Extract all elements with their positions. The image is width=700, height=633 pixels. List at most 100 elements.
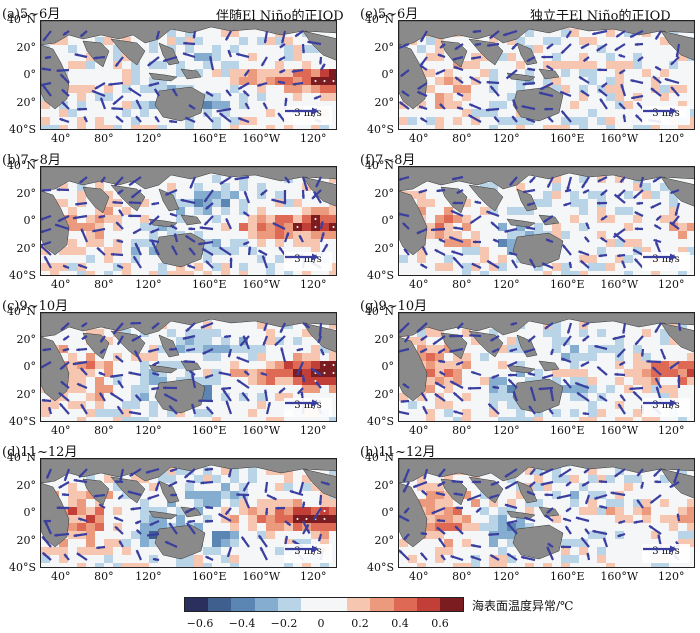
sst-cell	[140, 61, 149, 69]
sst-cell	[624, 409, 633, 417]
sst-cell	[122, 61, 131, 69]
sst-cell	[212, 191, 221, 199]
wind-vector	[547, 116, 554, 123]
wind-vector	[423, 468, 429, 480]
wind-vector	[541, 262, 554, 270]
sst-cell	[534, 491, 543, 499]
sst-cell	[606, 37, 615, 45]
sst-cell	[498, 77, 507, 85]
sst-cell	[68, 215, 77, 223]
sst-cell	[113, 523, 122, 531]
sst-cell	[86, 539, 95, 547]
wind-vector	[111, 106, 124, 111]
sst-cell	[678, 467, 687, 475]
sst-cell	[212, 109, 221, 117]
sst-cell	[435, 93, 444, 101]
wind-vector	[402, 382, 410, 389]
wind-vector	[633, 519, 644, 524]
sst-cell	[597, 523, 606, 531]
wind-vector	[649, 494, 662, 504]
sst-cell	[597, 69, 606, 77]
land-mass	[399, 459, 694, 484]
sst-cell	[68, 329, 77, 337]
sst-cell	[408, 401, 417, 409]
sst-cell	[669, 125, 678, 129]
sst-cell	[669, 247, 678, 255]
sst-cell	[579, 53, 588, 61]
sst-cell	[77, 215, 86, 223]
wind-vector	[99, 335, 106, 343]
sst-cell	[77, 37, 86, 45]
wind-vector	[204, 373, 214, 379]
sst-cell	[498, 547, 507, 555]
wind-vector	[493, 116, 500, 123]
sst-cell	[113, 539, 122, 547]
sst-cell	[275, 207, 284, 215]
sst-cell	[597, 207, 606, 215]
sst-cell	[660, 361, 669, 369]
sst-cell	[248, 101, 257, 109]
sst-cell	[597, 125, 606, 129]
sst-cell	[185, 353, 194, 361]
sst-cell	[633, 61, 642, 69]
sst-cell	[140, 125, 149, 129]
sst-cell	[651, 507, 660, 515]
sst-cell	[311, 467, 320, 475]
wind-vector	[508, 251, 518, 257]
sst-cell	[257, 255, 266, 263]
sst-cell	[615, 345, 624, 353]
wind-vector	[294, 30, 304, 38]
sst-cell	[113, 45, 122, 53]
sst-cell	[426, 69, 435, 77]
sst-cell	[86, 353, 95, 361]
sst-cell	[266, 53, 275, 61]
sst-cell	[50, 547, 59, 555]
sst-cell	[275, 69, 284, 77]
wind-vector	[319, 221, 324, 230]
wind-vector	[544, 107, 554, 111]
sst-cell	[471, 191, 480, 199]
wind-vector	[602, 537, 609, 548]
sst-cell	[471, 45, 480, 53]
wind-vector	[150, 227, 160, 234]
x-tick-label: 120°	[493, 424, 520, 437]
wind-vector	[242, 240, 250, 246]
sst-cell	[158, 271, 167, 275]
sst-cell	[302, 191, 311, 199]
sst-cell	[158, 231, 167, 239]
sst-cell	[158, 37, 167, 45]
sst-cell	[311, 385, 320, 393]
sst-cell	[678, 507, 687, 515]
sst-cell	[507, 183, 516, 191]
sst-cell	[158, 263, 167, 271]
sst-cell	[507, 125, 516, 129]
sst-cell	[248, 321, 257, 329]
y-tick-label: 20°	[16, 186, 37, 200]
sst-cell	[534, 215, 543, 223]
wind-vector	[109, 392, 124, 402]
sst-cell	[552, 85, 561, 93]
wind-vector	[116, 405, 124, 415]
sst-cell	[59, 329, 68, 337]
sst-cell	[185, 207, 194, 215]
sst-cell	[203, 369, 212, 377]
wind-vector	[439, 103, 446, 110]
sst-cell	[95, 207, 104, 215]
sst-cell	[408, 117, 417, 125]
sst-cell	[176, 207, 185, 215]
sst-cell	[633, 239, 642, 247]
wind-vector	[54, 223, 70, 231]
sst-cell	[248, 467, 257, 475]
sst-cell	[570, 77, 579, 85]
y-tick-label: 20°	[374, 95, 395, 109]
sst-cell	[293, 393, 302, 401]
sst-cell	[329, 125, 336, 129]
sst-cell	[203, 401, 212, 409]
sst-cell	[660, 53, 669, 61]
wind-vector	[399, 410, 410, 416]
sst-cell	[203, 183, 212, 191]
wind-vector	[168, 481, 178, 488]
reference-vector: 3 m/s	[642, 398, 690, 417]
sst-cell	[615, 175, 624, 183]
sst-cell	[266, 409, 275, 417]
